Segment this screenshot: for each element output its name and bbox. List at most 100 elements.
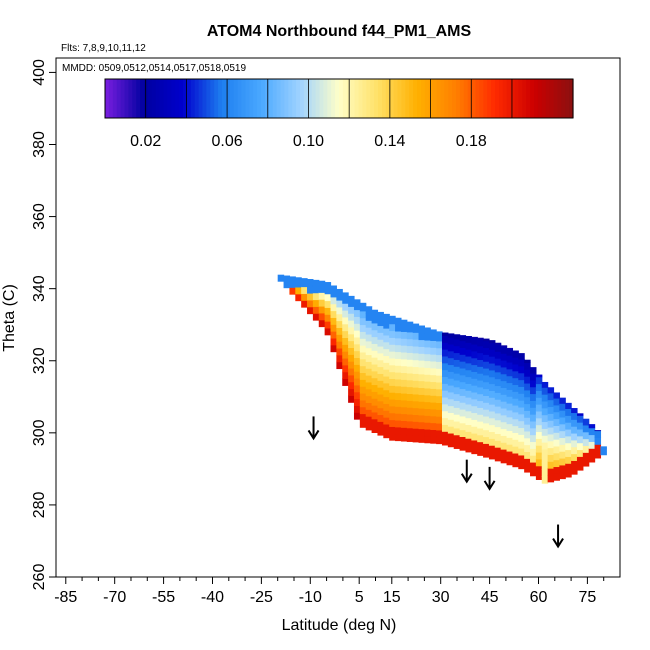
heatmap-cell bbox=[383, 396, 390, 404]
heatmap-cell bbox=[535, 390, 543, 398]
heatmap-cell bbox=[541, 441, 549, 450]
heatmap-cell bbox=[477, 441, 484, 450]
heatmap-cell bbox=[453, 345, 461, 354]
heatmap-cell bbox=[359, 345, 367, 353]
heatmap-cell bbox=[465, 355, 472, 364]
heatmap-cell bbox=[459, 408, 467, 417]
heatmap-cell bbox=[441, 369, 449, 378]
heatmap-cell bbox=[453, 386, 461, 395]
heatmap-cell bbox=[453, 334, 461, 340]
heatmap-cell bbox=[383, 314, 390, 322]
heatmap-cell bbox=[371, 309, 379, 317]
heatmap-cell bbox=[530, 420, 537, 429]
heatmap-cell bbox=[342, 357, 349, 366]
heatmap-cell bbox=[389, 405, 396, 414]
heatmap-cell bbox=[477, 386, 484, 395]
dates-label: MMDD: 0509,0512,0514,0517,0518,0519 bbox=[62, 63, 246, 74]
heatmap-cell bbox=[371, 370, 379, 379]
colorbar-swatch bbox=[424, 79, 430, 118]
colorbar-swatch bbox=[241, 79, 246, 118]
heatmap-cell bbox=[342, 344, 349, 352]
heatmap-cell bbox=[430, 374, 437, 383]
heatmap-cell bbox=[518, 400, 525, 408]
heatmap-cell bbox=[353, 299, 361, 304]
heatmap-cell bbox=[500, 407, 508, 416]
heatmap-cell bbox=[453, 359, 461, 367]
heatmap-cell bbox=[400, 434, 408, 442]
heatmap-cell bbox=[488, 342, 496, 350]
heatmap-cell bbox=[289, 280, 296, 288]
heatmap-cell bbox=[348, 299, 355, 307]
heatmap-cell bbox=[289, 276, 296, 281]
heatmap-cell bbox=[488, 369, 496, 378]
heatmap-cell bbox=[471, 350, 478, 359]
heatmap-cell bbox=[307, 299, 314, 308]
colorbar-swatch bbox=[276, 79, 282, 118]
heatmap-cell bbox=[447, 364, 455, 372]
heatmap-cell bbox=[518, 434, 525, 442]
heatmap-cell bbox=[465, 376, 472, 384]
colorbar-swatch bbox=[362, 79, 367, 118]
heatmap-cell bbox=[389, 351, 396, 359]
heatmap-cell bbox=[430, 415, 437, 424]
heatmap-cell bbox=[324, 300, 332, 308]
heatmap-cell bbox=[483, 422, 490, 431]
heatmap-cell bbox=[342, 337, 349, 345]
heatmap-cell bbox=[594, 437, 602, 445]
heatmap-cell bbox=[447, 398, 455, 407]
y-axis: 260 280 300 320 340 360 380 400 bbox=[31, 59, 56, 590]
heatmap-cell bbox=[530, 434, 537, 443]
heatmap-cell bbox=[500, 421, 508, 430]
heatmap-cell bbox=[465, 397, 472, 405]
heatmap-cell bbox=[530, 372, 537, 381]
heatmap-cell bbox=[565, 415, 572, 423]
heatmap-cell bbox=[307, 279, 314, 287]
heatmap-cell bbox=[441, 403, 449, 412]
heatmap-cell bbox=[383, 348, 390, 357]
heatmap-cell bbox=[582, 418, 590, 426]
heatmap-cell bbox=[348, 395, 355, 403]
heatmap-cell bbox=[436, 436, 443, 445]
heatmap-cell bbox=[418, 421, 425, 430]
heatmap-cell bbox=[494, 358, 502, 366]
heatmap-cell bbox=[324, 314, 332, 322]
heatmap-cell bbox=[330, 285, 337, 291]
x-tick-label: -40 bbox=[201, 589, 224, 606]
heatmap-cell bbox=[471, 446, 478, 455]
heatmap-cell bbox=[483, 395, 490, 403]
heatmap-cell bbox=[318, 299, 326, 307]
heatmap-cell bbox=[500, 387, 508, 395]
colorbar-swatch bbox=[459, 79, 465, 118]
heatmap-cell bbox=[336, 288, 343, 294]
heatmap-cell bbox=[553, 432, 560, 440]
heatmap-cell bbox=[512, 404, 519, 413]
heatmap-cell bbox=[324, 282, 332, 288]
heatmap-cell bbox=[312, 279, 320, 287]
colorbar-swatch bbox=[483, 79, 488, 118]
colorbar-swatch bbox=[541, 79, 547, 118]
heatmap-cell bbox=[571, 460, 578, 468]
heatmap-cell bbox=[565, 449, 572, 457]
heatmap-cell bbox=[436, 409, 443, 417]
heatmap-cell bbox=[400, 338, 408, 346]
heatmap-cell bbox=[430, 333, 437, 341]
heatmap-cell bbox=[559, 397, 566, 404]
heatmap-cell bbox=[371, 315, 379, 324]
heatmap-cell bbox=[383, 369, 390, 377]
heatmap-cell bbox=[559, 423, 566, 432]
heatmap-cell bbox=[365, 327, 373, 335]
heatmap-cell bbox=[541, 435, 549, 443]
heatmap-cell bbox=[576, 449, 584, 457]
heatmap-cell bbox=[530, 393, 537, 401]
heatmap-cell bbox=[465, 383, 472, 391]
colorbar-swatch bbox=[530, 79, 535, 118]
colorbar-swatch bbox=[307, 79, 313, 118]
heatmap-cell bbox=[441, 390, 449, 398]
heatmap-cell bbox=[535, 397, 543, 405]
heatmap-cell bbox=[535, 417, 543, 426]
heatmap-cell bbox=[336, 354, 343, 363]
colorbar-swatch bbox=[268, 79, 274, 118]
heatmap-cell bbox=[565, 422, 572, 430]
heatmap-cell bbox=[418, 387, 425, 395]
heatmap-cell bbox=[383, 362, 390, 370]
